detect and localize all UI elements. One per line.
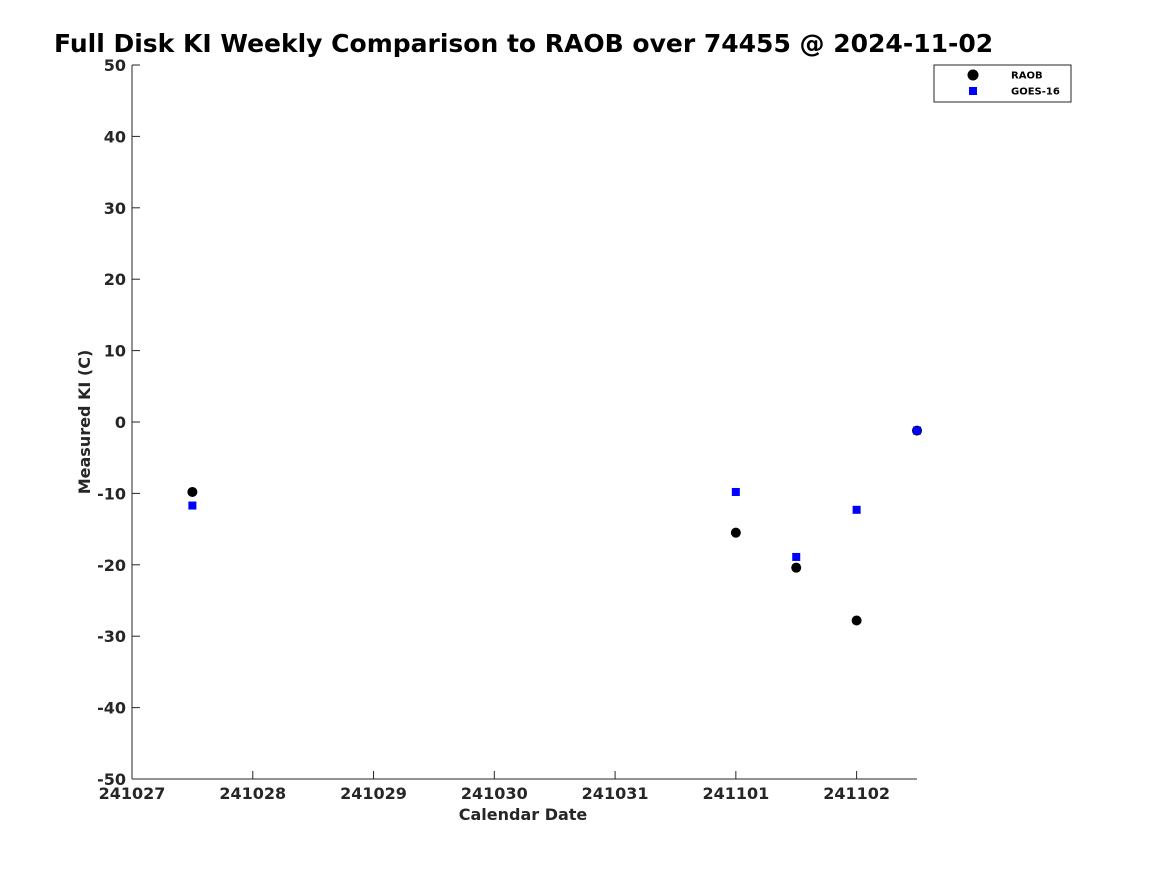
x-tick-label: 241029 (340, 784, 407, 803)
goes-16-point (792, 552, 801, 561)
y-tick-label: -50 (97, 770, 126, 789)
goes-16-point (913, 426, 921, 435)
legend-box (933, 64, 1072, 103)
legend: RAOB GOES-16 (933, 64, 1072, 103)
x-tick-label: 241030 (461, 784, 528, 803)
y-tick-label: -10 (97, 484, 126, 503)
x-tick-label: 241102 (823, 784, 890, 803)
y-axis-ticks: 50 40 30 20 10 0 -10 -20 -30 -40 -50 (97, 56, 140, 789)
chart-title: Full Disk KI Weekly Comparison to RAOB o… (54, 29, 993, 58)
raob-point (187, 486, 198, 497)
y-tick-label: -20 (97, 556, 126, 575)
y-tick-label: 10 (104, 342, 126, 361)
y-tick-label: 40 (104, 127, 126, 146)
y-tick-label: 30 (104, 199, 126, 218)
x-tick-label: 241101 (702, 784, 769, 803)
x-tick-label: 241027 (99, 784, 166, 803)
y-tick-label: -30 (97, 627, 126, 646)
y-tick-label: 20 (104, 270, 126, 289)
x-axis-ticks: 241027 241028 241029 241030 241031 241101 2411… (99, 771, 890, 803)
y-axis-label: Measured KI (C) (75, 350, 94, 495)
y-tick-label: -40 (97, 699, 126, 718)
legend-label: RAOB (1011, 71, 1043, 82)
legend-marker-goes-16 (969, 87, 977, 95)
raob-point (851, 615, 862, 626)
x-tick-label: 241031 (582, 784, 649, 803)
series-goes-16 (188, 426, 921, 561)
legend-marker-raob (967, 69, 979, 81)
goes-16-point (852, 505, 861, 514)
x-axis-label: Calendar Date (459, 805, 588, 824)
x-tick-label: 241028 (219, 784, 286, 803)
y-tick-label: 0 (115, 413, 126, 432)
legend-label: GOES-16 (1011, 87, 1060, 98)
goes-16-point (188, 501, 197, 510)
data-series (187, 425, 922, 626)
goes-16-point (731, 487, 740, 496)
raob-point (791, 562, 802, 573)
y-tick-label: 50 (104, 56, 126, 75)
raob-point (730, 527, 741, 538)
